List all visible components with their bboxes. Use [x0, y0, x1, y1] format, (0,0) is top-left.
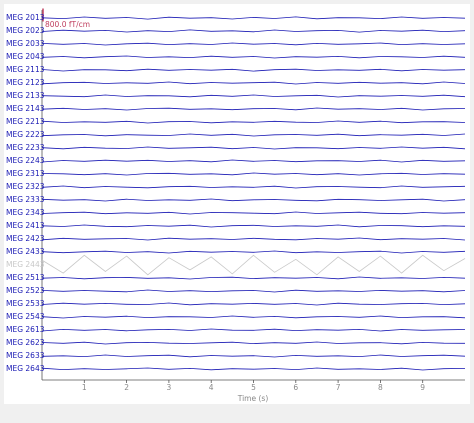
trace	[41, 302, 466, 306]
trace	[41, 250, 466, 254]
trace	[41, 198, 466, 202]
trace	[41, 211, 466, 215]
trace	[41, 237, 466, 241]
channel-label: MEG 2643	[6, 364, 45, 373]
channel-label: MEG 2133	[6, 91, 45, 100]
trace	[41, 133, 466, 137]
channel-label: MEG 2013	[6, 13, 45, 22]
scale-bar-label: 800.0 fT/cm	[45, 20, 90, 29]
trace	[41, 172, 466, 176]
trace	[41, 341, 466, 345]
trace	[41, 94, 466, 98]
channel-label: MEG 2543	[6, 312, 45, 321]
trace	[41, 185, 466, 189]
trace	[41, 55, 466, 59]
x-tick-label: 3	[167, 383, 172, 392]
channel-label: MEG 2333	[6, 195, 45, 204]
trace	[41, 29, 466, 33]
channel-label: MEG 2213	[6, 117, 45, 126]
x-tick-label: 4	[209, 383, 214, 392]
channel-label: MEG 2143	[6, 104, 45, 113]
channel-label: MEG 2343	[6, 208, 45, 217]
trace	[41, 289, 466, 293]
trace	[41, 146, 466, 150]
channel-label: MEG 2223	[6, 130, 45, 139]
trace	[41, 42, 466, 46]
trace	[41, 276, 466, 280]
channel-label: MEG 2623	[6, 338, 45, 347]
channel-label: MEG 2233	[6, 143, 45, 152]
channel-label: MEG 2323	[6, 182, 45, 191]
channel-label: MEG 2613	[6, 325, 45, 334]
channel-label: MEG 2423	[6, 234, 45, 243]
figure-panel	[4, 4, 470, 404]
x-tick-label: 8	[378, 383, 383, 392]
x-axis-label: Time (s)	[237, 394, 269, 403]
channel-label: MEG 2433	[6, 247, 45, 256]
x-tick-label: 9	[420, 383, 425, 392]
channel-label: MEG 2043	[6, 52, 45, 61]
channel-label: MEG 2123	[6, 78, 45, 87]
channel-label: MEG 2443	[6, 260, 45, 269]
channel-label: MEG 2533	[6, 299, 45, 308]
trace	[41, 254, 466, 276]
trace	[41, 328, 466, 332]
x-tick-label: 7	[336, 383, 341, 392]
trace	[41, 81, 466, 85]
channel-label: MEG 2633	[6, 351, 45, 360]
x-tick-label: 6	[293, 383, 298, 392]
trace	[41, 107, 466, 111]
trace	[41, 120, 466, 124]
trace	[41, 315, 466, 319]
channel-label: MEG 2023	[6, 26, 45, 35]
x-tick-label: 1	[82, 383, 87, 392]
trace	[41, 68, 466, 72]
x-tick-label: 2	[124, 383, 129, 392]
channel-label: MEG 2313	[6, 169, 45, 178]
trace	[41, 354, 466, 358]
channel-label: MEG 2033	[6, 39, 45, 48]
trace	[41, 16, 466, 20]
trace	[41, 159, 466, 163]
channel-label: MEG 2113	[6, 65, 45, 74]
channel-label: MEG 2243	[6, 156, 45, 165]
channel-label: MEG 2523	[6, 286, 45, 295]
trace	[41, 367, 466, 371]
channel-label: MEG 2413	[6, 221, 45, 230]
x-tick-label: 5	[251, 383, 256, 392]
trace	[41, 224, 466, 228]
channel-label: MEG 2513	[6, 273, 45, 282]
